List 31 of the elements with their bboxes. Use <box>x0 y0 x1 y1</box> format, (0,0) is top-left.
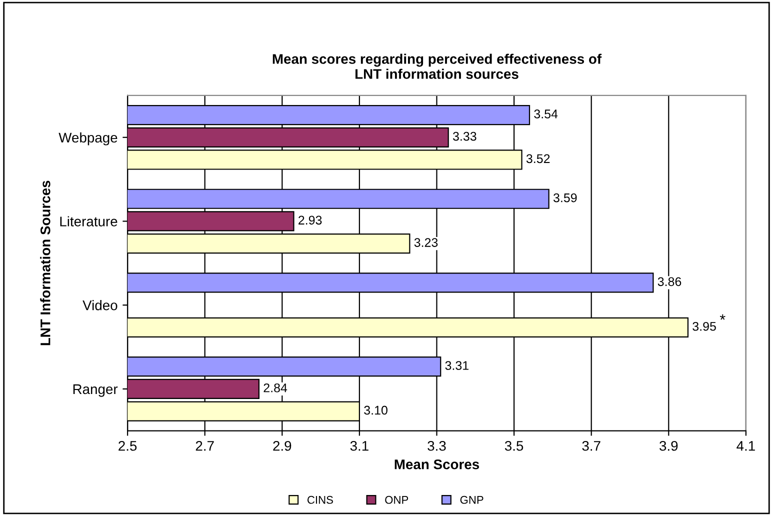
chart-title: Mean scores regarding perceived effectiveness of LNT information sources <box>272 54 602 79</box>
y-tick-label: Webpage <box>58 132 118 146</box>
data-label: 3.59 <box>553 193 577 202</box>
legend-label: CINS <box>307 496 333 504</box>
x-tick-label: 2.5 <box>118 440 137 451</box>
data-label: 3.31 <box>445 361 468 370</box>
x-tick-label: 2.7 <box>196 440 214 451</box>
legend-label: GNP <box>460 496 484 504</box>
data-label: 2.93 <box>298 216 322 225</box>
x-tick-label: 3.3 <box>428 440 446 451</box>
data-label: 3.54 <box>534 110 558 118</box>
x-tick-label: 3.1 <box>350 440 368 451</box>
y-tick-label: Literature <box>60 216 118 226</box>
x-tick-label: 4.1 <box>736 441 755 451</box>
data-label: 2.84 <box>264 383 288 392</box>
data-label: 3.52 <box>526 154 550 164</box>
legend-label: ONP <box>385 496 408 504</box>
y-axis-title: LNT Information Sources <box>40 180 50 346</box>
y-tick-label: Video <box>82 300 118 310</box>
x-tick-label: 2.9 <box>273 440 292 451</box>
data-label: 3.33 <box>452 132 476 141</box>
x-tick-label: 3.7 <box>582 440 600 451</box>
data-label: 3.86 <box>658 277 682 286</box>
data-label: 3.95 <box>692 322 716 331</box>
x-axis-title: Mean Scores <box>394 459 480 470</box>
x-tick-label: 3.9 <box>660 440 678 451</box>
annotation: * <box>720 314 726 320</box>
data-label: 3.23 <box>414 238 438 247</box>
data-label: 3.10 <box>364 406 388 415</box>
x-tick-label: 3.5 <box>504 440 524 451</box>
y-tick-label: Ranger <box>73 384 118 397</box>
